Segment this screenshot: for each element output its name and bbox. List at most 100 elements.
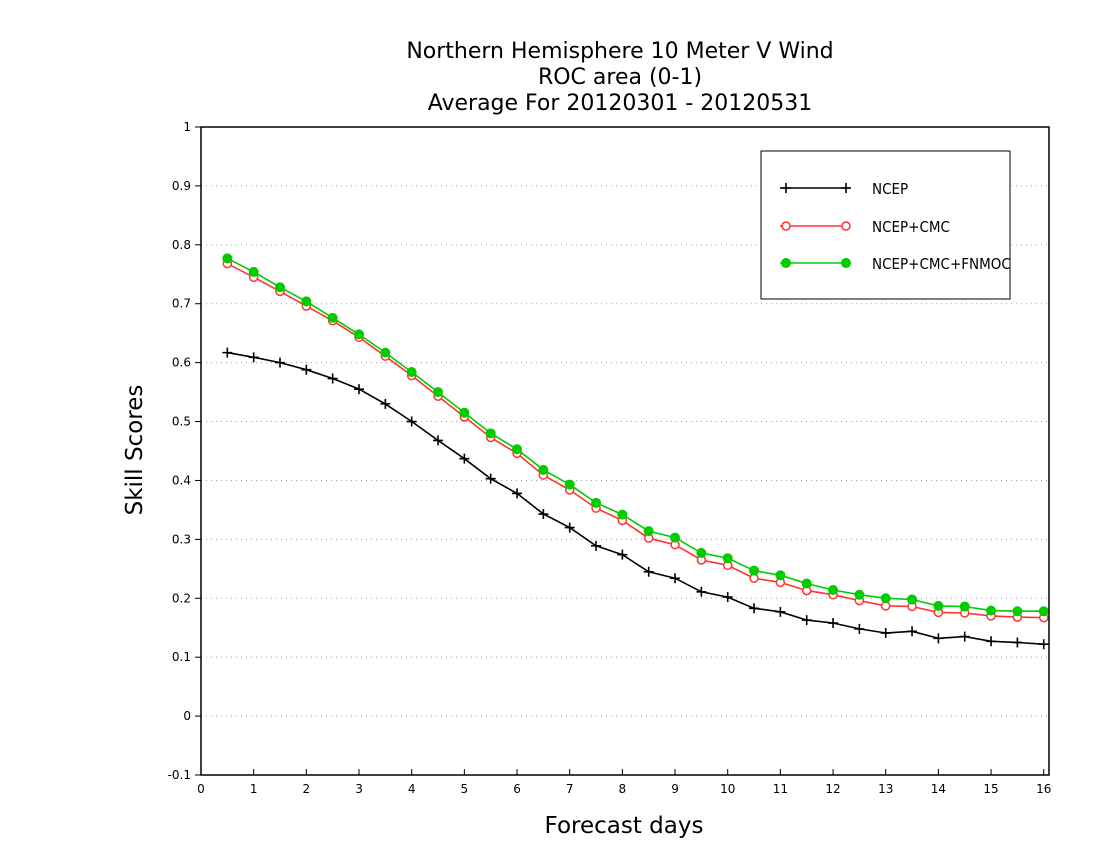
data-point-ncep-cmc-fnmoc [485,428,496,439]
data-point-ncep-cmc-fnmoc [433,387,444,398]
y-tick-label: 0.5 [172,415,191,429]
legend-marker [841,258,851,268]
x-tick-label: 7 [566,782,574,796]
legend-entry-ncep-cmc-fnmoc: NCEP+CMC+FNMOC [780,255,1011,273]
x-tick-label: 4 [408,782,416,796]
data-point-ncep-cmc-fnmoc [722,553,733,564]
data-point-ncep [512,488,523,499]
data-point-ncep-cmc-fnmoc [880,593,891,604]
y-tick-label: 0.1 [172,650,191,664]
data-point-ncep-cmc-fnmoc [512,444,523,455]
data-point-ncep [643,566,654,577]
data-point-ncep [1038,639,1049,650]
data-point-ncep-cmc-fnmoc [564,479,575,490]
chart-title-line-2: ROC area (0-1) [538,65,702,90]
y-tick-label: 0.3 [172,532,191,546]
data-point-ncep-cmc-fnmoc [1038,606,1049,617]
data-point-ncep [617,549,628,560]
data-point-ncep [801,615,812,626]
data-point-ncep-cmc-fnmoc [538,464,549,475]
x-tick-label: 5 [461,782,469,796]
data-point-ncep [327,373,338,384]
data-point-ncep-cmc-fnmoc [933,600,944,611]
data-point-ncep [301,364,312,375]
series-ncep [222,347,1049,650]
y-tick-label: 0.6 [172,356,191,370]
legend-box [760,150,1011,300]
chart-title-line-3: Average For 20120301 - 20120531 [428,91,813,116]
data-point-ncep [485,473,496,484]
y-tick-label: 0.9 [172,179,191,193]
data-point-ncep [828,618,839,629]
y-axis-label: Skill Scores [122,385,148,516]
legend-label: NCEP+CMC [872,218,950,236]
data-point-ncep-cmc-fnmoc [354,329,365,340]
plot-frame [200,126,1050,776]
data-point-ncep [670,573,681,584]
legend: NCEP NCEP+CMC NCEP+CMC+FNMOC [760,150,1011,300]
x-tick-label: 3 [355,782,363,796]
data-point-ncep-cmc-fnmoc [222,253,233,264]
x-tick-label: 6 [513,782,521,796]
data-point-ncep-cmc-fnmoc [828,585,839,596]
data-point-ncep-cmc-fnmoc [959,601,970,612]
data-point-ncep-cmc-fnmoc [380,347,391,358]
data-point-ncep [854,623,865,634]
data-point-ncep-cmc-fnmoc [1012,606,1023,617]
x-axis-label: Forecast days [545,813,704,839]
series-layer [222,253,1049,650]
data-point-ncep [564,522,575,533]
data-point-ncep-cmc-fnmoc [907,594,918,605]
x-tick-label: 2 [303,782,311,796]
legend-entry-ncep-cmc: NCEP+CMC [780,218,950,236]
y-tick-label: 0.7 [172,297,191,311]
data-point-ncep-cmc-fnmoc [670,532,681,543]
x-tick-label: 0 [197,782,205,796]
y-tick-label: 0.4 [172,473,191,487]
data-point-ncep-cmc-fnmoc [301,296,312,307]
chart-title-line-1: Northern Hemisphere 10 Meter V Wind [406,39,833,64]
y-tick-label: -0.1 [168,768,191,782]
data-point-ncep-cmc-fnmoc [617,509,628,520]
data-point-ncep [380,398,391,409]
legend-items: NCEP NCEP+CMC NCEP+CMC+FNMOC [780,180,1011,273]
x-tick-label: 10 [720,782,735,796]
data-point-ncep [1012,637,1023,648]
data-point-ncep [275,357,286,368]
data-point-ncep-cmc-fnmoc [749,565,760,576]
data-point-ncep-cmc-fnmoc [591,497,602,508]
data-point-ncep [722,592,733,603]
data-point-ncep [433,435,444,446]
data-point-ncep-cmc-fnmoc [775,570,786,581]
data-point-ncep [933,633,944,644]
series-ncep-cmc-fnmoc [222,253,1049,617]
legend-label: NCEP+CMC+FNMOC [872,255,1011,273]
axis-ticks: -0.100.10.20.30.40.50.60.70.80.910 1 2 3 4 5 6… [168,120,1052,796]
legend-marker [841,221,851,231]
legend-marker [781,221,791,231]
x-tick-label: 1 [250,782,258,796]
data-point-ncep [907,626,918,637]
x-tick-label: 12 [825,782,840,796]
data-point-ncep-cmc-fnmoc [854,589,865,600]
legend-marker [781,183,791,193]
x-tick-label: 15 [983,782,998,796]
data-point-ncep-cmc-fnmoc [643,526,654,537]
data-point-ncep [406,416,417,427]
x-tick-label: 11 [773,782,788,796]
x-tick-label: 16 [1036,782,1051,796]
data-point-ncep [538,509,549,520]
data-point-ncep-cmc-fnmoc [986,605,997,616]
data-point-ncep [986,636,997,647]
data-point-ncep-cmc-fnmoc [275,282,286,293]
data-point-ncep [591,540,602,551]
data-point-ncep-cmc-fnmoc [696,547,707,558]
x-tick-label: 8 [619,782,627,796]
data-point-ncep [459,453,470,464]
x-tick-label: 13 [878,782,893,796]
y-tick-label: 0.2 [172,591,191,605]
y-tick-label: 0 [183,709,191,723]
data-point-ncep-cmc-fnmoc [406,367,417,378]
